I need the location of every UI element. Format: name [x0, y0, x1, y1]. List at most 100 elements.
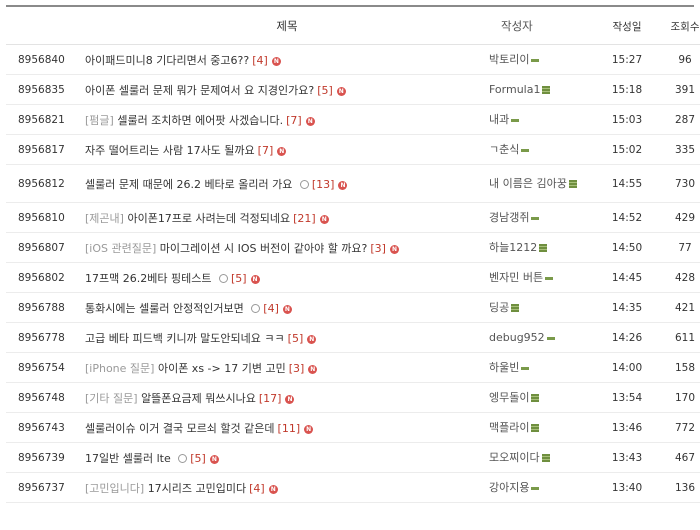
post-id: 8956812 — [6, 164, 85, 203]
author-cell[interactable]: ㄱ춘식 — [489, 134, 598, 165]
author-name[interactable]: Formula1 — [489, 83, 541, 96]
author-name[interactable]: 박토리이 — [489, 53, 530, 66]
comment-count[interactable]: [13] — [311, 177, 335, 191]
post-id: 8956810 — [6, 202, 85, 233]
new-badge-icon: N — [319, 214, 329, 224]
author-name[interactable]: 하늘1212 — [489, 241, 538, 254]
comment-count[interactable]: [5] — [190, 451, 206, 465]
table-row: 8956802 17프맥 26.2베타 핑테스트 [5] N 벤자민 버튼 14:45 4… — [6, 262, 700, 293]
author-cell[interactable]: 내과 — [489, 104, 598, 135]
author-cell[interactable]: 내 이름은 김아꿍 — [489, 164, 598, 203]
author-name[interactable]: 경남갱쥐 — [489, 211, 530, 224]
author-cell[interactable]: 하늘1212 — [489, 232, 598, 263]
title-cell: 자주 떨어트리는 사람 17사도 될까요 [7] N — [85, 134, 489, 165]
author-name[interactable]: ㄱ춘식 — [489, 143, 520, 156]
post-id: 8956817 — [6, 134, 85, 165]
author-name[interactable]: 엥무돌이 — [489, 391, 530, 404]
comment-count[interactable]: [5] — [317, 83, 333, 97]
new-badge-icon: N — [268, 484, 278, 494]
comment-count[interactable]: [17] — [258, 391, 282, 405]
table-row: 8956748 [기타 질문] 알뜰폰요금제 뭐쓰시나요 [17] N 엥무돌이 13:5… — [6, 382, 700, 413]
author-name[interactable]: 내 이름은 김아꿍 — [489, 177, 567, 190]
author-cell[interactable]: 딩공 — [489, 292, 598, 323]
author-name[interactable]: 강아지용 — [489, 481, 530, 494]
post-title-link[interactable]: 통화시에는 셀룰러 안정적인거보면 — [85, 301, 244, 315]
comment-count[interactable]: [4] — [252, 53, 268, 67]
post-title-link[interactable]: 셀룰러 조치하면 에어팟 사겠습니다. — [117, 113, 284, 127]
table-row: 8956840 아이패드미니8 기다리면서 중고6?? [4] N 박토리이 15:27 9… — [6, 44, 700, 75]
author-cell[interactable]: 경남갱쥐 — [489, 202, 598, 233]
user-level-icon — [531, 486, 540, 490]
post-title-link[interactable]: 17일반 셀룰러 lte — [85, 451, 171, 465]
comment-count[interactable]: [3] — [370, 241, 386, 255]
post-category[interactable]: [펌글] — [85, 113, 114, 127]
view-count: 77 — [656, 232, 700, 263]
view-count: 287 — [656, 104, 700, 135]
author-cell[interactable]: 박토리이 — [489, 44, 598, 75]
title-cell: 17일반 셀룰러 lte [5] N — [85, 442, 489, 473]
post-title-link[interactable]: 고급 베타 피드백 키니까 말도안되네요 ㅋㅋ — [85, 331, 285, 345]
comment-count[interactable]: [4] — [249, 481, 265, 495]
post-title-link[interactable]: 아이폰 셀룰러 문제 뭐가 문제여서 요 지경인가요? — [85, 83, 315, 97]
view-count: 170 — [656, 382, 700, 413]
author-name[interactable]: 하울빈 — [489, 361, 520, 374]
author-cell[interactable]: 모오찌이다 — [489, 442, 598, 473]
author-cell[interactable]: debug952 — [489, 322, 598, 353]
table-row: 8956754 [iPhone 질문] 아이폰 xs -> 17 기변 고민 [3]… — [6, 352, 700, 383]
post-date: 13:54 — [598, 382, 656, 413]
table-row: 8956812 셀룰러 문제 때문에 26.2 베타로 올리러 가요 [13] N 내… — [6, 164, 700, 203]
post-date: 14:52 — [598, 202, 656, 233]
post-title-link[interactable]: 셀룰러이슈 이거 결국 모르쇠 할것 같은데 — [85, 421, 275, 435]
title-cell: 셀룰러이슈 이거 결국 모르쇠 할것 같은데 [11] N — [85, 412, 489, 443]
comment-count[interactable]: [4] — [263, 301, 279, 315]
author-name[interactable]: 모오찌이다 — [489, 451, 540, 464]
author-cell[interactable]: 하울빈 — [489, 352, 598, 383]
post-title-link[interactable]: 마이그레이션 시 IOS 버전이 같아야 할 까요? — [159, 241, 368, 255]
author-cell[interactable]: Formula1 — [489, 74, 598, 105]
view-count: 158 — [656, 352, 700, 383]
post-id: 8956737 — [6, 472, 85, 503]
post-category[interactable]: [고민입니다] — [85, 481, 145, 495]
post-title-link[interactable]: 자주 떨어트리는 사람 17사도 될까요 — [85, 143, 255, 157]
post-id: 8956835 — [6, 74, 85, 105]
author-cell[interactable]: 맥플라이 — [489, 412, 598, 443]
author-cell[interactable]: 강아지용 — [489, 472, 598, 503]
new-badge-icon: N — [308, 364, 318, 374]
comment-count[interactable]: [3] — [288, 361, 305, 375]
post-category[interactable]: [제곤내] — [85, 211, 124, 225]
new-badge-icon: N — [282, 304, 292, 314]
author-name[interactable]: 맥플라이 — [489, 421, 530, 434]
author-cell[interactable]: 엥무돌이 — [489, 382, 598, 413]
table-row: 8956807 [iOS 관련질문] 마이그레이션 시 IOS 버전이 같아야 할… — [6, 232, 700, 263]
comment-count[interactable]: [11] — [277, 421, 301, 435]
comment-count[interactable]: [21] — [293, 211, 316, 225]
table-row: 8956821 [펌글] 셀룰러 조치하면 에어팟 사겠습니다. [7] N 내과 15:… — [6, 104, 700, 135]
user-level-icon — [511, 304, 520, 312]
post-title-link[interactable]: 셀룰러 문제 때문에 26.2 베타로 올리러 가요 — [85, 177, 293, 191]
image-attachment-icon — [178, 453, 188, 463]
author-name[interactable]: 벤자민 버튼 — [489, 271, 544, 284]
post-title-link[interactable]: 17프맥 26.2베타 핑테스트 — [85, 271, 212, 285]
new-badge-icon: N — [307, 334, 317, 344]
user-level-icon — [568, 180, 577, 188]
post-title-link[interactable]: 아이폰 xs -> 17 기변 고민 — [157, 361, 286, 375]
comment-count[interactable]: [5] — [230, 271, 247, 285]
post-title-link[interactable]: 17시리즈 고민입미다 — [147, 481, 247, 495]
author-name[interactable]: 딩공 — [489, 301, 510, 314]
post-category[interactable]: [iOS 관련질문] — [85, 241, 157, 255]
post-category[interactable]: [기타 질문] — [85, 391, 138, 405]
post-title-link[interactable]: 아이폰17프로 사려는데 걱정되네요 — [127, 211, 291, 225]
comment-count[interactable]: [5] — [287, 331, 304, 345]
post-date: 14:35 — [598, 292, 656, 323]
comment-count[interactable]: [7] — [257, 143, 274, 157]
header-id — [6, 8, 85, 45]
post-title-link[interactable]: 알뜰폰요금제 뭐쓰시나요 — [141, 391, 256, 405]
post-category[interactable]: [iPhone 질문] — [85, 361, 155, 375]
author-name[interactable]: debug952 — [489, 331, 545, 344]
author-name[interactable]: 내과 — [489, 113, 510, 126]
user-level-icon — [531, 424, 540, 432]
post-title-link[interactable]: 아이패드미니8 기다리면서 중고6?? — [85, 53, 250, 67]
user-level-icon — [541, 454, 550, 462]
comment-count[interactable]: [7] — [286, 113, 302, 127]
author-cell[interactable]: 벤자민 버튼 — [489, 262, 598, 293]
